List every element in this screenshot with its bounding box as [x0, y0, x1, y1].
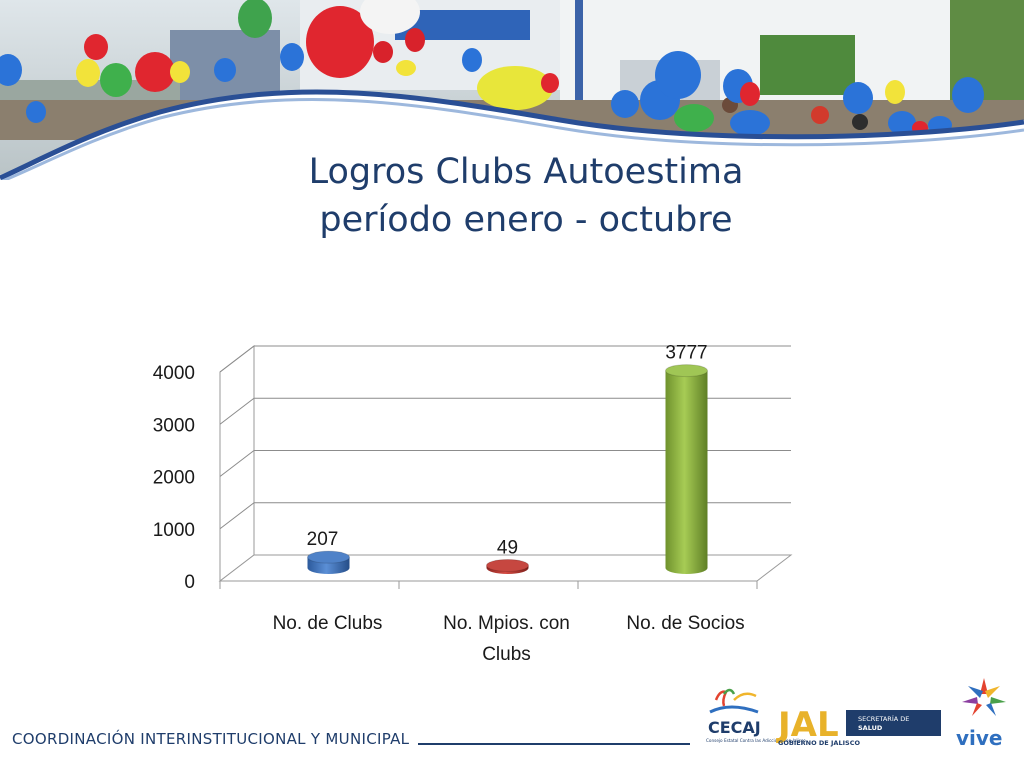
- x-axis-label: No. Mpios. con Clubs: [443, 613, 570, 665]
- chart-gridlines: [219, 345, 791, 530]
- jal-name: JAL: [776, 705, 839, 745]
- cecaj-subtitle: Consejo Estatal Contra las Adicciones en…: [706, 738, 806, 743]
- cecaj-name: CECAJ: [708, 718, 761, 737]
- bar-2: [486, 558, 529, 574]
- x-axis-label: No. de Socios: [626, 613, 744, 634]
- footer-text: COORDINACIÓN INTERINSTITUCIONAL Y MUNICI…: [12, 730, 410, 748]
- slide-title: Logros Clubs Autoestima período enero - …: [0, 148, 1024, 244]
- vive-name: vive: [956, 726, 1003, 750]
- gridline: [219, 502, 791, 530]
- data-labels: 207 49 3777: [307, 343, 708, 559]
- y-tick-label: 2000: [153, 468, 195, 489]
- bar-1: [307, 550, 350, 574]
- jal-subtitle: GOBIERNO DE JALISCO: [778, 739, 860, 747]
- chart-bars: [307, 364, 708, 574]
- header-photo-banner: [0, 0, 1024, 180]
- bar-body: [665, 370, 708, 574]
- y-tick-label: 0: [184, 572, 195, 593]
- salud-line-1: SECRETARÍA DE: [858, 714, 909, 723]
- vive-logo: vive: [956, 678, 1006, 750]
- y-tick-label: 3000: [153, 415, 195, 436]
- bar-cap: [486, 558, 529, 572]
- x-axis-labels: No. de Clubs No. Mpios. con Clubs No. de So…: [273, 613, 745, 665]
- jalisco-logo: JAL GOBIERNO DE JALISCO SECRETARÍA DE SA…: [776, 705, 941, 747]
- footer-divider: [418, 743, 690, 745]
- data-label: 207: [307, 529, 339, 550]
- title-line-1: Logros Clubs Autoestima: [308, 152, 744, 192]
- bar-cap: [307, 550, 350, 564]
- bar-3: [665, 364, 708, 574]
- title-line-2: período enero - octubre: [319, 200, 733, 240]
- gridline: [219, 397, 791, 425]
- gridline: [219, 450, 791, 477]
- y-tick-label: 4000: [153, 363, 195, 384]
- data-label: 3777: [665, 343, 707, 364]
- salud-line-2: SALUD: [858, 724, 883, 732]
- bar-chart: 0 1000 2000 3000 4000 No. de Clubs No. Mpios.…: [153, 343, 793, 665]
- y-tick-label: 1000: [153, 520, 195, 541]
- cecaj-logo: CECAJ Consejo Estatal Contra las Adiccio…: [706, 688, 806, 743]
- bar-cap: [665, 364, 708, 378]
- y-axis-ticks: 0 1000 2000 3000 4000: [153, 363, 195, 593]
- data-label: 49: [497, 537, 518, 558]
- x-axis-label: No. de Clubs: [273, 613, 383, 634]
